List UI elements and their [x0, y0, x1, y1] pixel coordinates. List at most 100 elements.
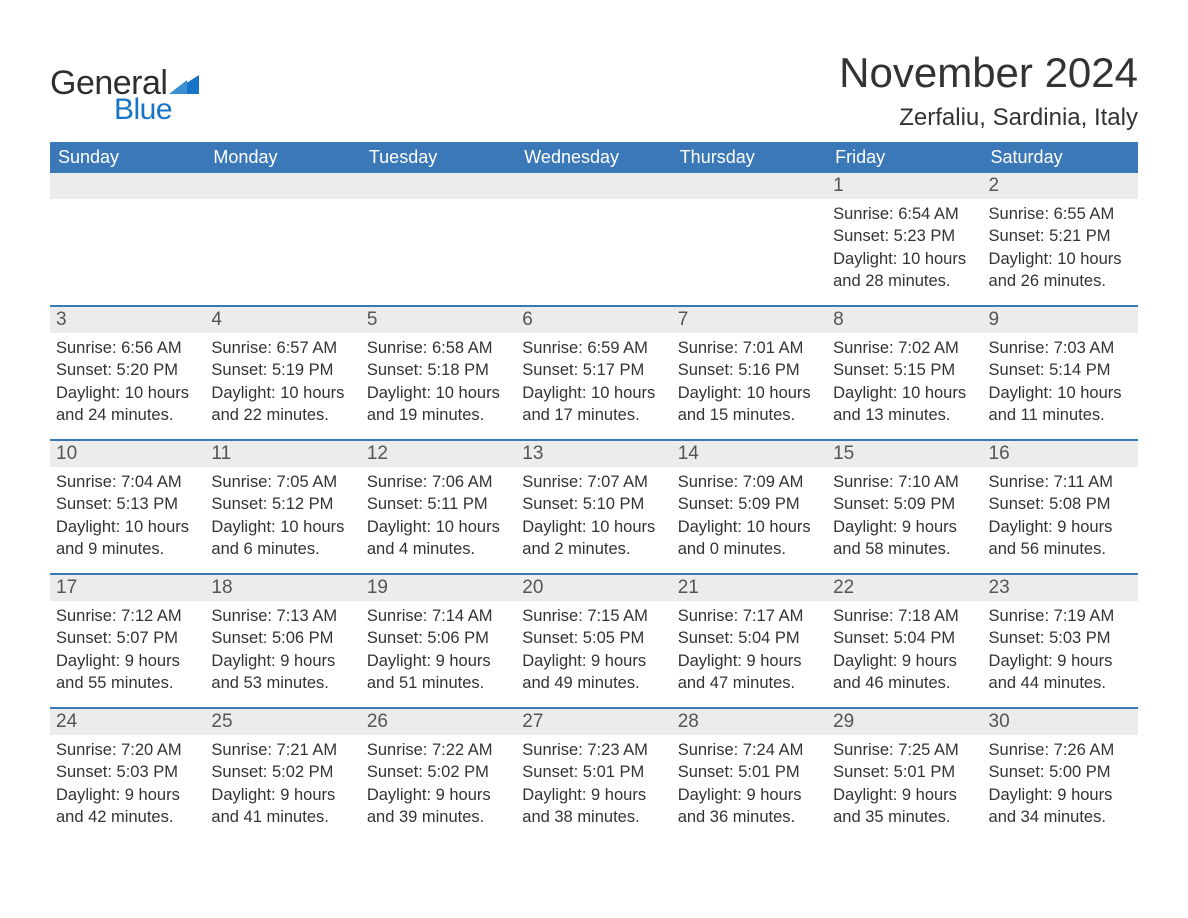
daylight-text-line2: and 0 minutes.	[678, 538, 821, 560]
daylight-text-line1: Daylight: 9 hours	[367, 784, 510, 806]
sunset-text: Sunset: 5:02 PM	[211, 761, 354, 783]
day-details: Sunrise: 7:11 AMSunset: 5:08 PMDaylight:…	[983, 471, 1138, 560]
daylight-text-line1: Daylight: 9 hours	[989, 784, 1132, 806]
calendar-day: 11Sunrise: 7:05 AMSunset: 5:12 PMDayligh…	[205, 441, 360, 573]
daylight-text-line1: Daylight: 9 hours	[522, 784, 665, 806]
sunrise-text: Sunrise: 6:55 AM	[989, 203, 1132, 225]
daylight-text-line1: Daylight: 9 hours	[56, 784, 199, 806]
sunset-text: Sunset: 5:14 PM	[989, 359, 1132, 381]
day-number: 18	[205, 575, 360, 601]
day-details: Sunrise: 7:06 AMSunset: 5:11 PMDaylight:…	[361, 471, 516, 560]
calendar-day	[205, 173, 360, 305]
sunrise-text: Sunrise: 7:19 AM	[989, 605, 1132, 627]
daylight-text-line1: Daylight: 9 hours	[989, 516, 1132, 538]
daylight-text-line1: Daylight: 9 hours	[367, 650, 510, 672]
daylight-text-line2: and 51 minutes.	[367, 672, 510, 694]
day-details: Sunrise: 7:14 AMSunset: 5:06 PMDaylight:…	[361, 605, 516, 694]
daylight-text-line2: and 26 minutes.	[989, 270, 1132, 292]
day-details: Sunrise: 6:54 AMSunset: 5:23 PMDaylight:…	[827, 203, 982, 292]
calendar-week: 10Sunrise: 7:04 AMSunset: 5:13 PMDayligh…	[50, 439, 1138, 573]
calendar-page: General Blue November 2024 Zerfaliu, Sar…	[0, 0, 1188, 881]
sunset-text: Sunset: 5:21 PM	[989, 225, 1132, 247]
daylight-text-line1: Daylight: 9 hours	[833, 516, 976, 538]
brand-word-2: Blue	[114, 93, 172, 127]
day-details: Sunrise: 7:09 AMSunset: 5:09 PMDaylight:…	[672, 471, 827, 560]
calendar-day: 23 Sunrise: 7:19 AMSunset: 5:03 PMDayligh…	[983, 575, 1138, 707]
day-number	[50, 173, 205, 199]
day-number: 25	[205, 709, 360, 735]
daylight-text-line1: Daylight: 10 hours	[211, 516, 354, 538]
sunset-text: Sunset: 5:03 PM	[989, 627, 1132, 649]
day-details: Sunrise: 7:18 AMSunset: 5:04 PMDaylight:…	[827, 605, 982, 694]
daylight-text-line2: and 11 minutes.	[989, 404, 1132, 426]
sunset-text: Sunset: 5:19 PM	[211, 359, 354, 381]
weekday-header: Thursday	[672, 142, 827, 173]
sunrise-text: Sunrise: 7:26 AM	[989, 739, 1132, 761]
daylight-text-line1: Daylight: 10 hours	[678, 382, 821, 404]
day-number	[361, 173, 516, 199]
calendar-day: 25Sunrise: 7:21 AMSunset: 5:02 PMDayligh…	[205, 709, 360, 841]
calendar-week: 3Sunrise: 6:56 AMSunset: 5:20 PMDaylight…	[50, 305, 1138, 439]
sunrise-text: Sunrise: 7:21 AM	[211, 739, 354, 761]
day-number	[516, 173, 671, 199]
calendar-day: 24Sunrise: 7:20 AMSunset: 5:03 PMDayligh…	[50, 709, 205, 841]
sunrise-text: Sunrise: 7:03 AM	[989, 337, 1132, 359]
calendar-day	[672, 173, 827, 305]
day-number: 24	[50, 709, 205, 735]
calendar-day: 13Sunrise: 7:07 AMSunset: 5:10 PMDayligh…	[516, 441, 671, 573]
sunrise-text: Sunrise: 7:17 AM	[678, 605, 821, 627]
daylight-text-line1: Daylight: 10 hours	[522, 516, 665, 538]
calendar-day: 1Sunrise: 6:54 AMSunset: 5:23 PMDaylight…	[827, 173, 982, 305]
day-number: 5	[361, 307, 516, 333]
daylight-text-line1: Daylight: 9 hours	[989, 650, 1132, 672]
sunrise-text: Sunrise: 7:06 AM	[367, 471, 510, 493]
daylight-text-line2: and 53 minutes.	[211, 672, 354, 694]
day-number: 23	[983, 575, 1138, 601]
day-details: Sunrise: 7:26 AMSunset: 5:00 PMDaylight:…	[983, 739, 1138, 828]
sunset-text: Sunset: 5:07 PM	[56, 627, 199, 649]
daylight-text-line1: Daylight: 10 hours	[56, 516, 199, 538]
daylight-text-line1: Daylight: 9 hours	[56, 650, 199, 672]
brand-logo: General Blue	[50, 50, 199, 127]
day-details: Sunrise: 6:59 AMSunset: 5:17 PMDaylight:…	[516, 337, 671, 426]
sunrise-text: Sunrise: 7:25 AM	[833, 739, 976, 761]
calendar-day: 5Sunrise: 6:58 AMSunset: 5:18 PMDaylight…	[361, 307, 516, 439]
sunset-text: Sunset: 5:23 PM	[833, 225, 976, 247]
day-details: Sunrise: 7:10 AMSunset: 5:09 PMDaylight:…	[827, 471, 982, 560]
day-number: 8	[827, 307, 982, 333]
day-number: 14	[672, 441, 827, 467]
top-bar: General Blue November 2024 Zerfaliu, Sar…	[50, 50, 1138, 132]
calendar-day: 4Sunrise: 6:57 AMSunset: 5:19 PMDaylight…	[205, 307, 360, 439]
sunset-text: Sunset: 5:04 PM	[678, 627, 821, 649]
daylight-text-line1: Daylight: 9 hours	[678, 784, 821, 806]
day-details: Sunrise: 6:55 AMSunset: 5:21 PMDaylight:…	[983, 203, 1138, 292]
day-number: 13	[516, 441, 671, 467]
sunrise-text: Sunrise: 6:58 AM	[367, 337, 510, 359]
daylight-text-line1: Daylight: 10 hours	[522, 382, 665, 404]
sunset-text: Sunset: 5:06 PM	[367, 627, 510, 649]
calendar-day: 21Sunrise: 7:17 AMSunset: 5:04 PMDayligh…	[672, 575, 827, 707]
sunset-text: Sunset: 5:20 PM	[56, 359, 199, 381]
day-number: 11	[205, 441, 360, 467]
calendar-day: 10Sunrise: 7:04 AMSunset: 5:13 PMDayligh…	[50, 441, 205, 573]
day-number	[672, 173, 827, 199]
title-block: November 2024 Zerfaliu, Sardinia, Italy	[839, 50, 1138, 132]
day-number: 4	[205, 307, 360, 333]
daylight-text-line2: and 15 minutes.	[678, 404, 821, 426]
daylight-text-line2: and 9 minutes.	[56, 538, 199, 560]
calendar-day: 20Sunrise: 7:15 AMSunset: 5:05 PMDayligh…	[516, 575, 671, 707]
sunset-text: Sunset: 5:13 PM	[56, 493, 199, 515]
sunrise-text: Sunrise: 7:09 AM	[678, 471, 821, 493]
daylight-text-line2: and 35 minutes.	[833, 806, 976, 828]
calendar-day	[516, 173, 671, 305]
daylight-text-line1: Daylight: 10 hours	[367, 516, 510, 538]
page-title: November 2024	[839, 50, 1138, 96]
sunset-text: Sunset: 5:01 PM	[678, 761, 821, 783]
daylight-text-line1: Daylight: 10 hours	[989, 382, 1132, 404]
calendar-day: 14 Sunrise: 7:09 AMSunset: 5:09 PMDayligh…	[672, 441, 827, 573]
weekday-header: Wednesday	[516, 142, 671, 173]
sunset-text: Sunset: 5:11 PM	[367, 493, 510, 515]
daylight-text-line2: and 49 minutes.	[522, 672, 665, 694]
day-number: 29	[827, 709, 982, 735]
sunrise-text: Sunrise: 7:07 AM	[522, 471, 665, 493]
